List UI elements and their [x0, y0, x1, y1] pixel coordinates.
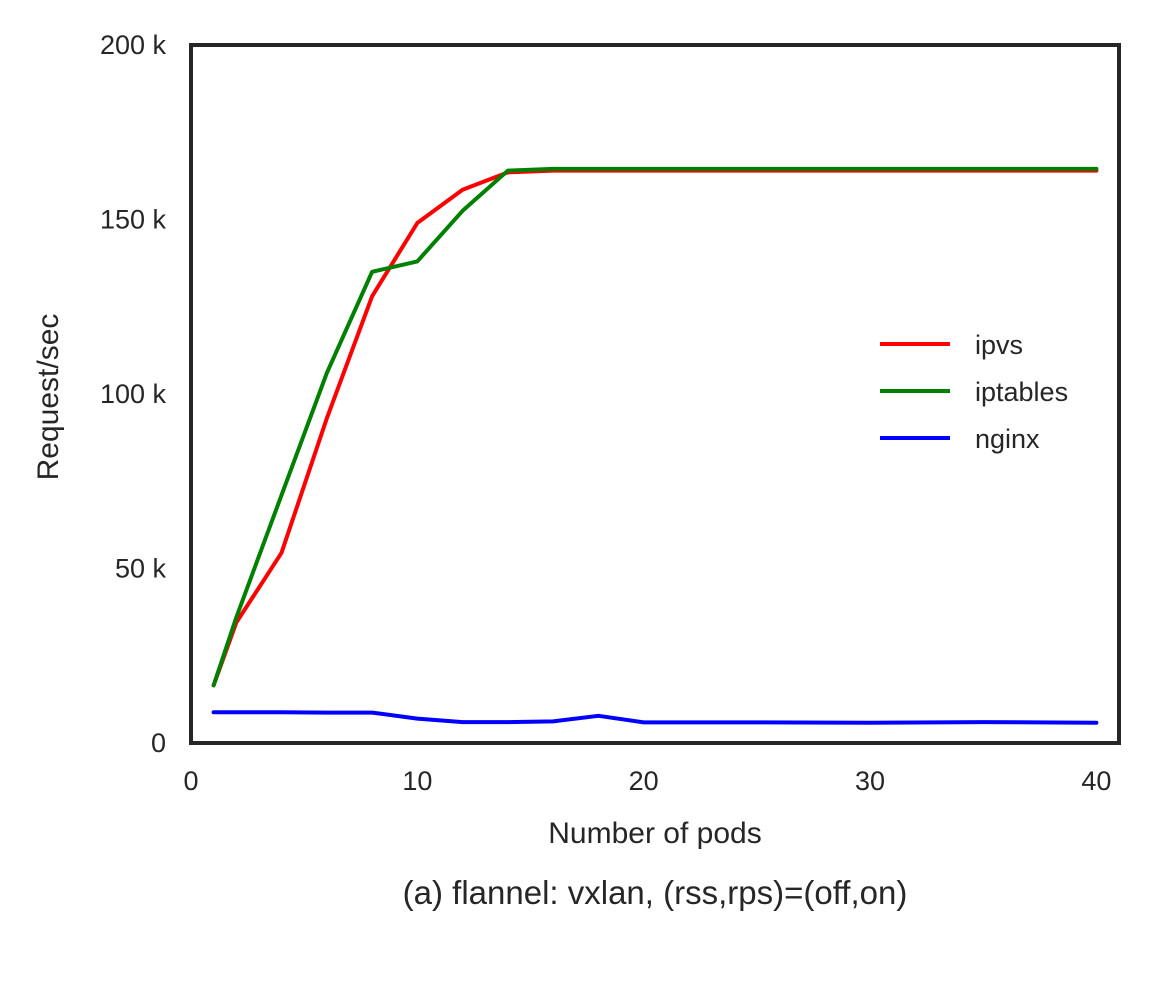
legend-label-nginx: nginx	[975, 424, 1040, 454]
y-axis-label: Request/sec	[32, 314, 65, 481]
legend: ipvs iptables nginx	[880, 330, 1068, 454]
x-tick-label: 20	[629, 766, 659, 796]
x-tick-label: 30	[855, 766, 885, 796]
y-tick-label: 0	[151, 728, 166, 758]
legend-label-iptables: iptables	[975, 377, 1068, 407]
y-tick-label: 150 k	[100, 205, 167, 235]
x-tick-label: 10	[402, 766, 432, 796]
legend-label-ipvs: ipvs	[975, 330, 1023, 360]
series-layer	[211, 166, 1099, 725]
figure-caption: (a) flannel: vxlan, (rss,rps)=(off,on)	[403, 874, 908, 911]
series-line-nginx	[211, 710, 1099, 725]
x-tick-label: 0	[183, 766, 198, 796]
x-tick-label: 40	[1081, 766, 1111, 796]
y-tick-label: 100 k	[100, 379, 167, 409]
x-axis-label: Number of pods	[548, 817, 761, 850]
series-line-ipvs	[211, 168, 1099, 688]
y-tick-label: 50 k	[115, 554, 167, 584]
plot-frame	[189, 43, 1121, 745]
tick-layer: 0 10 20 30 40 0 50 k 100 k 150 k 200 k	[100, 30, 1111, 796]
series-line-iptables	[211, 166, 1099, 688]
y-tick-label: 200 k	[100, 30, 167, 60]
